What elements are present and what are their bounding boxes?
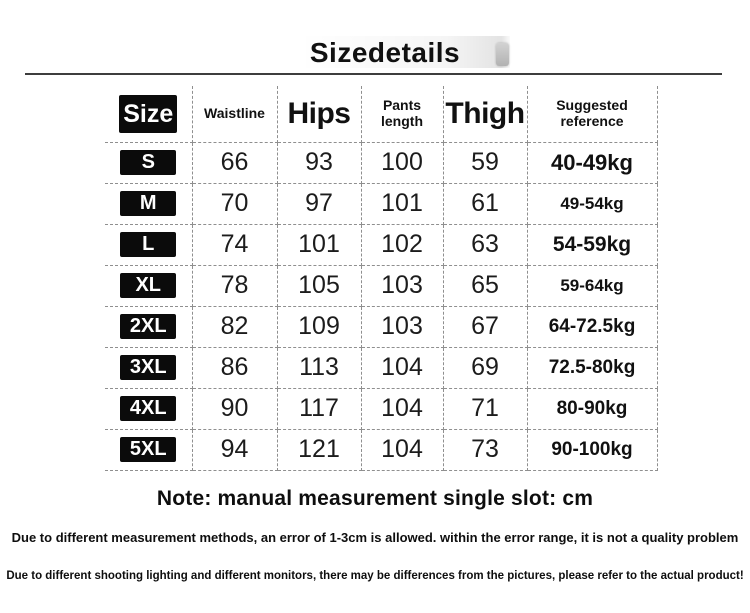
size-badge: M — [120, 191, 177, 216]
hips-value: 113 — [276, 346, 362, 389]
size-cell: 5XL — [105, 428, 193, 471]
size-cell: 3XL — [105, 346, 193, 389]
suggested-reference-value: 64-72.5kg — [526, 305, 658, 348]
table-row: 3XL 86 113 104 69 72.5-80kg — [105, 346, 658, 389]
size-table-body: S 66 93 100 59 40-49kg M 70 97 101 61 49… — [105, 141, 658, 471]
thigh-value: 67 — [442, 305, 528, 348]
table-row: 5XL 94 121 104 73 90-100kg — [105, 428, 658, 471]
column-header-suggested-reference: Suggested reference — [526, 86, 658, 143]
pants-length-header-label: Pants length — [381, 97, 423, 129]
column-header-thigh: Thigh — [442, 86, 528, 143]
hips-value: 105 — [276, 264, 362, 307]
size-badge: S — [120, 150, 177, 175]
pants-length-value: 101 — [360, 182, 444, 225]
table-row: 4XL 90 117 104 71 80-90kg — [105, 387, 658, 430]
pants-length-value: 103 — [360, 305, 444, 348]
pants-length-value: 102 — [360, 223, 444, 266]
hips-value: 93 — [276, 141, 362, 184]
suggested-reference-value: 59-64kg — [526, 264, 658, 307]
column-header-hips: Hips — [276, 86, 362, 143]
table-row: L 74 101 102 63 54-59kg — [105, 223, 658, 266]
size-badge: 4XL — [120, 396, 177, 421]
table-row: XL 78 105 103 65 59-64kg — [105, 264, 658, 307]
pants-length-value: 104 — [360, 428, 444, 471]
column-header-size: Size — [105, 86, 193, 143]
thigh-value: 61 — [442, 182, 528, 225]
column-header-waistline: Waistline — [191, 86, 278, 143]
size-badge: XL — [120, 273, 177, 298]
page-title: Sizedetails — [309, 37, 461, 68]
hips-value: 101 — [276, 223, 362, 266]
waistline-header-label: Waistline — [204, 104, 265, 121]
size-cell: 4XL — [105, 387, 193, 430]
pants-length-value: 104 — [360, 387, 444, 430]
suggested-reference-value: 54-59kg — [526, 223, 658, 266]
size-badge: 5XL — [120, 437, 177, 462]
suggested-reference-value: 90-100kg — [526, 428, 658, 471]
waistline-value: 74 — [191, 223, 278, 266]
suggested-reference-value: 80-90kg — [526, 387, 658, 430]
suggested-reference-header-label: Suggested reference — [556, 97, 628, 129]
table-row: M 70 97 101 61 49-54kg — [105, 182, 658, 225]
gray-tab-decoration — [496, 43, 509, 66]
hips-value: 121 — [276, 428, 362, 471]
size-cell: 2XL — [105, 305, 193, 348]
hips-value: 109 — [276, 305, 362, 348]
thigh-value: 69 — [442, 346, 528, 389]
thigh-value: 63 — [442, 223, 528, 266]
size-badge: L — [120, 232, 177, 257]
suggested-reference-value: 40-49kg — [526, 141, 658, 184]
waistline-value: 78 — [191, 264, 278, 307]
size-cell: M — [105, 182, 193, 225]
title-highlight-decoration — [298, 36, 510, 68]
column-header-pants-length: Pants length — [360, 86, 444, 143]
waistline-value: 82 — [191, 305, 278, 348]
size-cell: S — [105, 141, 193, 184]
disclaimer-measurement-error: Due to different measurement methods, an… — [11, 530, 739, 545]
size-header-badge: Size — [119, 94, 178, 133]
measurement-unit-note: Note: manual measurement single slot: cm — [156, 487, 594, 510]
thigh-value: 65 — [442, 264, 528, 307]
pants-length-value: 103 — [360, 264, 444, 307]
disclaimer-lighting-monitors: Due to different shooting lighting and d… — [6, 570, 744, 582]
table-row: 2XL 82 109 103 67 64-72.5kg — [105, 305, 658, 348]
size-badge: 2XL — [120, 314, 177, 339]
waistline-value: 90 — [191, 387, 278, 430]
hips-value: 117 — [276, 387, 362, 430]
header-row: Size Waistline Hips Pants length Thigh S… — [105, 86, 658, 143]
thigh-header-label: Thigh — [445, 96, 525, 130]
suggested-reference-value: 49-54kg — [526, 182, 658, 225]
hips-header-label: Hips — [287, 96, 351, 130]
pants-length-value: 104 — [360, 346, 444, 389]
waistline-value: 94 — [191, 428, 278, 471]
table-row: S 66 93 100 59 40-49kg — [105, 141, 658, 184]
title-divider — [25, 73, 722, 75]
size-badge: 3XL — [120, 355, 177, 380]
waistline-value: 86 — [191, 346, 278, 389]
waistline-value: 66 — [191, 141, 278, 184]
pants-length-value: 100 — [360, 141, 444, 184]
thigh-value: 73 — [442, 428, 528, 471]
size-table: Size Waistline Hips Pants length Thigh S… — [105, 86, 658, 471]
suggested-reference-value: 72.5-80kg — [526, 346, 658, 389]
thigh-value: 59 — [442, 141, 528, 184]
waistline-value: 70 — [191, 182, 278, 225]
size-cell: L — [105, 223, 193, 266]
thigh-value: 71 — [442, 387, 528, 430]
size-cell: XL — [105, 264, 193, 307]
hips-value: 97 — [276, 182, 362, 225]
